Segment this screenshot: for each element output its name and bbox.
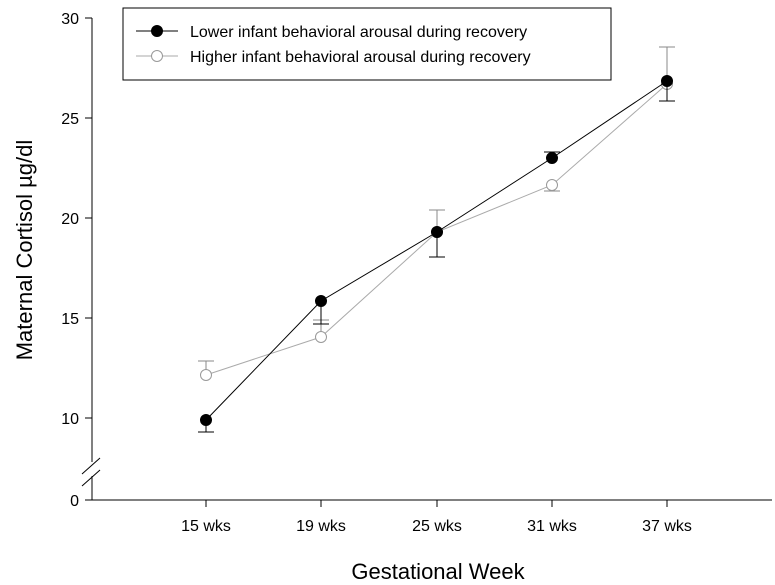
x-tick-label: 15 wks (181, 518, 231, 535)
y-tick-label: 15 (61, 311, 79, 328)
legend-box (122, 7, 612, 81)
x-tick-label: 37 wks (642, 518, 692, 535)
data-point-higher (200, 369, 212, 381)
data-point-higher (546, 179, 558, 191)
y-axis-title: Maternal Cortisol µg/dl (12, 140, 37, 361)
x-axis-title: Gestational Week (351, 559, 525, 584)
y-tick-label: 30 (61, 11, 79, 28)
x-tick-label: 31 wks (527, 518, 577, 535)
legend-marker-higher (151, 50, 163, 62)
data-point-lower (200, 414, 212, 426)
data-point-higher (315, 331, 327, 343)
y-tick-label: 10 (61, 411, 79, 428)
axis-break-mark (81, 469, 101, 487)
legend: Lower infant behavioral arousal during r… (122, 7, 612, 81)
data-point-lower (315, 295, 327, 307)
x-tick-label: 19 wks (296, 518, 346, 535)
y-tick-label: 25 (61, 111, 79, 128)
data-point-lower (661, 75, 673, 87)
data-point-lower (546, 152, 558, 164)
legend-marker-lower (151, 25, 163, 37)
legend-label-lower: Lower infant behavioral arousal during r… (190, 24, 527, 41)
series-layer (198, 46, 675, 433)
axes: 0 10 15 20 25 30 15 wks 19 wks 25 wks 31 wks 37 wk… (61, 11, 772, 535)
y-tick-label: 0 (70, 493, 79, 510)
y-tick-label: 20 (61, 211, 79, 228)
legend-label-higher: Higher infant behavioral arousal during … (190, 49, 531, 66)
data-point-lower (431, 226, 443, 238)
axis-break-mark (81, 457, 101, 475)
x-tick-label: 25 wks (412, 518, 462, 535)
